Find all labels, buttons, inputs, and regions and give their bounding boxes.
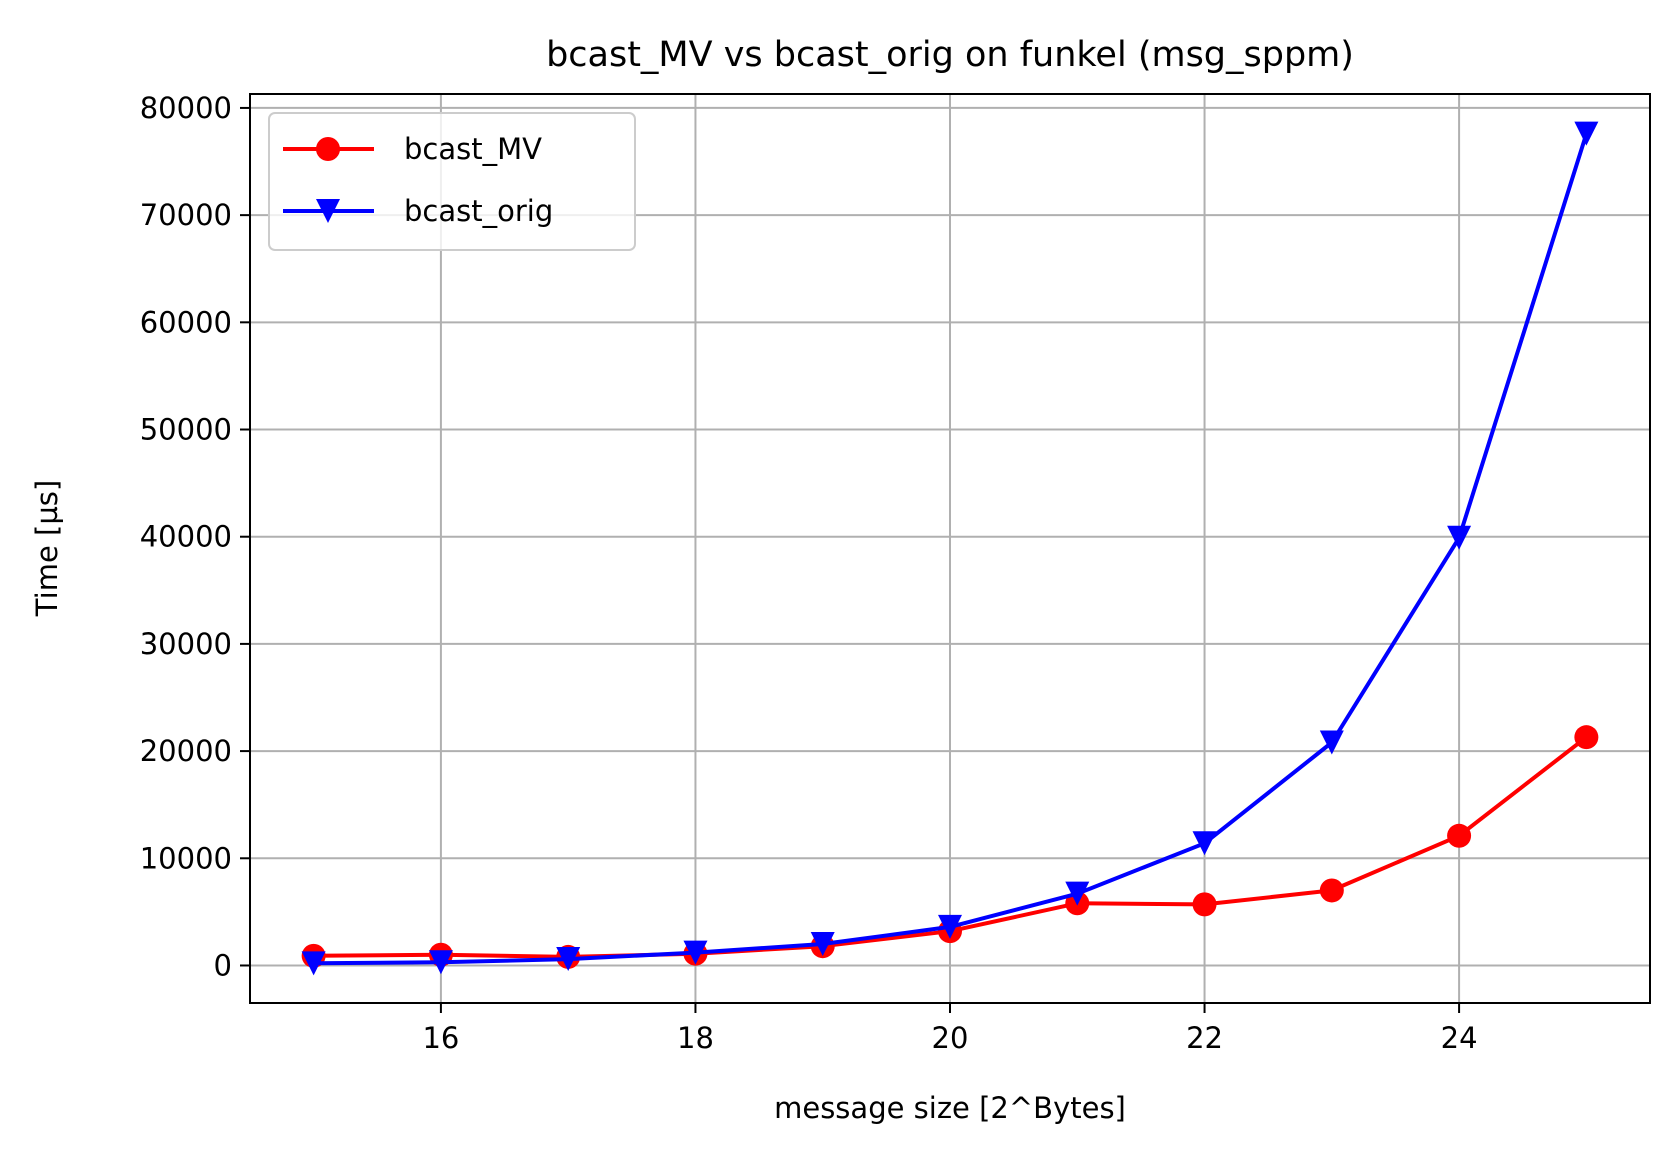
legend-marker-bcast-orig (316, 199, 340, 223)
data-point-bcast-orig (683, 940, 708, 965)
data-point-bcast-orig (938, 914, 962, 939)
data-point-bcast-orig (556, 947, 581, 972)
y-tick-label: 50000 (140, 413, 232, 447)
x-tick-label: 24 (1441, 1021, 1478, 1055)
series (301, 121, 1599, 976)
legend-marker-bcast-mv (316, 137, 340, 161)
y-tick-label: 60000 (140, 305, 232, 339)
data-point-bcast-orig (1447, 525, 1472, 550)
y-tick-label: 0 (214, 948, 232, 982)
y-tick-label: 80000 (140, 91, 232, 125)
data-point-bcast-mv (1319, 878, 1344, 903)
data-point-bcast-mv (1447, 823, 1472, 848)
data-point-bcast-orig (428, 950, 453, 975)
data-point-bcast-mv (1574, 725, 1599, 750)
y-tick-label: 20000 (140, 734, 232, 768)
data-point-bcast-orig (810, 932, 835, 957)
y-tick-label: 30000 (140, 627, 232, 661)
ticks: 16 18 20 22 24 0 10000 20000 30000 40000 50000 6000… (140, 91, 1478, 1055)
grid (250, 94, 1650, 1003)
data-point-bcast-mv (1192, 892, 1217, 917)
chart-title: bcast_MV vs bcast_orig on funkel (msg_sp… (546, 35, 1354, 75)
x-tick-label: 18 (677, 1021, 714, 1055)
x-tick-label: 20 (932, 1021, 969, 1055)
data-point-bcast-orig (1319, 730, 1344, 755)
data-point-bcast-orig (1192, 831, 1217, 856)
x-tick-label: 16 (422, 1021, 459, 1055)
x-axis-title: message size [2^Bytes] (774, 1091, 1126, 1125)
y-tick-label: 10000 (140, 841, 232, 875)
data-point-bcast-orig (1574, 121, 1599, 146)
legend-label-bcast-mv: bcast_MV (404, 132, 542, 166)
legend-label-bcast-orig: bcast_orig (404, 194, 553, 228)
y-axis-title: Time [µs] (30, 480, 64, 617)
legend: bcast_MV bcast_orig (268, 112, 636, 251)
data-point-bcast-orig (1065, 881, 1090, 906)
y-tick-label: 70000 (140, 198, 232, 232)
data-point-bcast-orig (301, 951, 326, 976)
series-bcast-orig (301, 121, 1599, 976)
x-tick-label: 22 (1186, 1021, 1223, 1055)
y-tick-label: 40000 (140, 520, 232, 554)
